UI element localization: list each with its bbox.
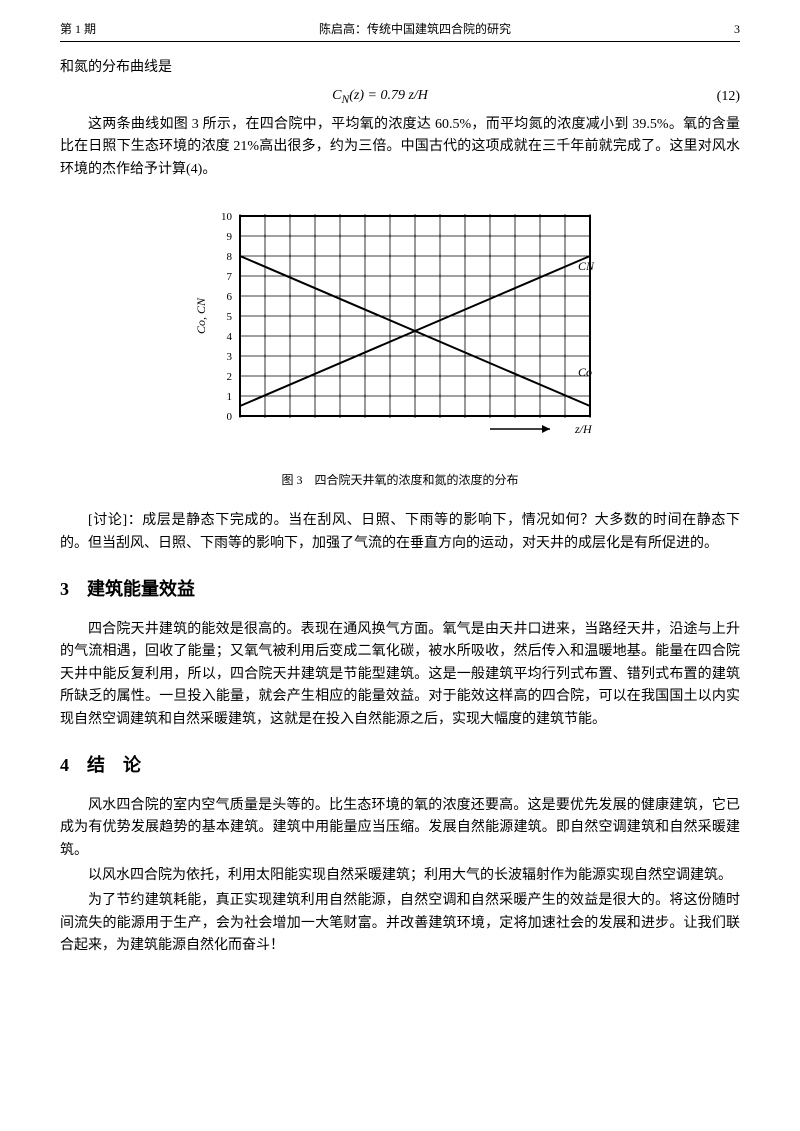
- section-4-title: 结 论: [87, 755, 141, 775]
- figure-3-chart: 012345678910CNCoCo, CNz/H: [60, 201, 740, 461]
- page-number: 3: [710, 20, 740, 39]
- equation-formula: CN(z) = 0.79 z/H: [60, 85, 700, 109]
- equation-number: (12): [700, 86, 740, 108]
- svg-text:Co: Co: [578, 365, 592, 379]
- svg-text:2: 2: [227, 371, 233, 383]
- section-4-para-3: 为了节约建筑耗能，真正实现建筑利用自然能源，自然空调和自然采暖产生的效益是很大的…: [60, 890, 740, 957]
- figure-3-caption: 图 3 四合院天井氧的浓度和氮的浓度的分布: [60, 471, 740, 490]
- paragraph-1: 这两条曲线如图 3 所示，在四合院中，平均氧的浓度达 60.5%，而平均氮的浓度…: [60, 114, 740, 181]
- svg-text:z/H: z/H: [574, 422, 593, 436]
- section-3-num: 3: [60, 579, 69, 599]
- svg-text:7: 7: [227, 271, 233, 283]
- page-header: 第 1 期 陈启高：传统中国建筑四合院的研究 3: [60, 20, 740, 42]
- section-3-title: 建筑能量效益: [87, 579, 195, 599]
- svg-text:0: 0: [227, 411, 233, 423]
- svg-text:9: 9: [227, 231, 233, 243]
- header-title: 陈启高：传统中国建筑四合院的研究: [120, 20, 710, 39]
- svg-text:10: 10: [221, 211, 233, 223]
- intro-line: 和氮的分布曲线是: [60, 57, 740, 79]
- section-3-heading: 3 建筑能量效益: [60, 575, 740, 604]
- concentration-chart: 012345678910CNCoCo, CNz/H: [190, 201, 610, 461]
- svg-text:3: 3: [227, 351, 233, 363]
- svg-text:6: 6: [227, 291, 233, 303]
- section-3-para: 四合院天井建筑的能效是很高的。表现在通风换气方面。氧气是由天井口进来，当路经天井…: [60, 619, 740, 731]
- svg-text:Co, CN: Co, CN: [194, 297, 208, 334]
- equation-12: CN(z) = 0.79 z/H (12): [60, 85, 740, 109]
- svg-text:1: 1: [227, 391, 233, 403]
- section-4-para-1: 风水四合院的室内空气质量是头等的。比生态环境的氧的浓度还要高。这是要优先发展的健…: [60, 795, 740, 862]
- svg-text:4: 4: [227, 331, 233, 343]
- discussion-para: [讨论]：成层是静态下完成的。当在刮风、日照、下雨等的影响下，情况如何？大多数的…: [60, 510, 740, 555]
- svg-text:5: 5: [227, 311, 233, 323]
- section-4-heading: 4 结 论: [60, 751, 740, 780]
- section-4-para-2: 以风水四合院为依托，利用太阳能实现自然采暖建筑；利用大气的长波辐射作为能源实现自…: [60, 865, 740, 887]
- svg-text:8: 8: [227, 251, 233, 263]
- issue-number: 第 1 期: [60, 20, 120, 39]
- section-4-num: 4: [60, 755, 69, 775]
